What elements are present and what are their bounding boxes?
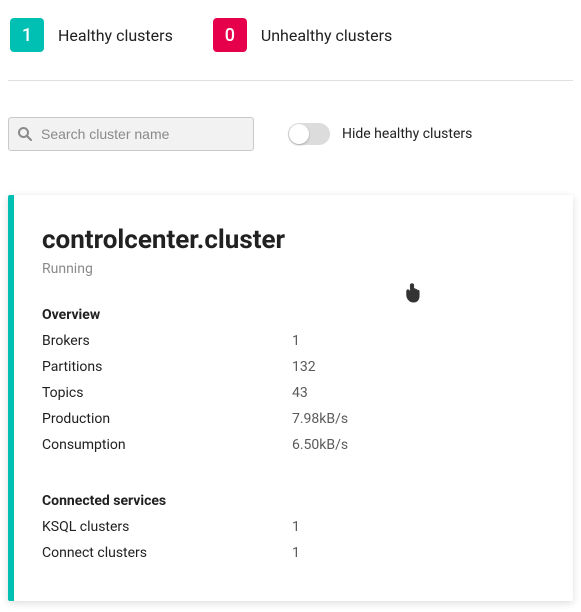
service-row-value: 1	[292, 519, 300, 535]
hide-healthy-toggle[interactable]	[288, 123, 330, 145]
cluster-status: Running	[42, 261, 543, 277]
divider	[8, 80, 573, 81]
healthy-stat: 1 Healthy clusters	[10, 18, 173, 52]
overview-row-label: Brokers	[42, 333, 292, 349]
services-heading: Connected services	[42, 493, 543, 509]
hide-healthy-toggle-wrap: Hide healthy clusters	[288, 123, 472, 145]
overview-row-value: 43	[292, 385, 308, 401]
controls-row: Hide healthy clusters	[8, 117, 573, 151]
overview-row: Brokers 1	[42, 333, 543, 349]
unhealthy-stat: 0 Unhealthy clusters	[213, 18, 392, 52]
cluster-title: controlcenter.cluster	[42, 225, 543, 255]
overview-row-label: Partitions	[42, 359, 292, 375]
overview-row: Topics 43	[42, 385, 543, 401]
overview-row-label: Consumption	[42, 437, 292, 453]
overview-row-value: 6.50kB/s	[292, 437, 348, 453]
healthy-count-badge: 1	[10, 18, 44, 52]
overview-row: Consumption 6.50kB/s	[42, 437, 543, 453]
overview-row-label: Production	[42, 411, 292, 427]
summary-row: 1 Healthy clusters 0 Unhealthy clusters	[8, 10, 573, 80]
healthy-label: Healthy clusters	[58, 26, 173, 45]
cluster-card[interactable]: controlcenter.cluster Running Overview B…	[8, 195, 573, 601]
toggle-knob	[289, 124, 309, 144]
search-field[interactable]	[8, 117, 254, 151]
unhealthy-label: Unhealthy clusters	[261, 26, 392, 45]
service-row: KSQL clusters 1	[42, 519, 543, 535]
overview-row-value: 7.98kB/s	[292, 411, 348, 427]
unhealthy-count-badge: 0	[213, 18, 247, 52]
service-row-value: 1	[292, 545, 300, 561]
pointer-cursor-icon	[401, 283, 423, 305]
overview-heading: Overview	[42, 307, 543, 323]
overview-row-label: Topics	[42, 385, 292, 401]
service-row: Connect clusters 1	[42, 545, 543, 561]
overview-row: Partitions 132	[42, 359, 543, 375]
service-row-label: Connect clusters	[42, 545, 292, 561]
overview-row: Production 7.98kB/s	[42, 411, 543, 427]
service-row-label: KSQL clusters	[42, 519, 292, 535]
overview-row-value: 1	[292, 333, 300, 349]
overview-row-value: 132	[292, 359, 316, 375]
hide-healthy-label: Hide healthy clusters	[342, 126, 472, 142]
search-icon	[17, 126, 33, 142]
search-input[interactable]	[41, 126, 245, 142]
